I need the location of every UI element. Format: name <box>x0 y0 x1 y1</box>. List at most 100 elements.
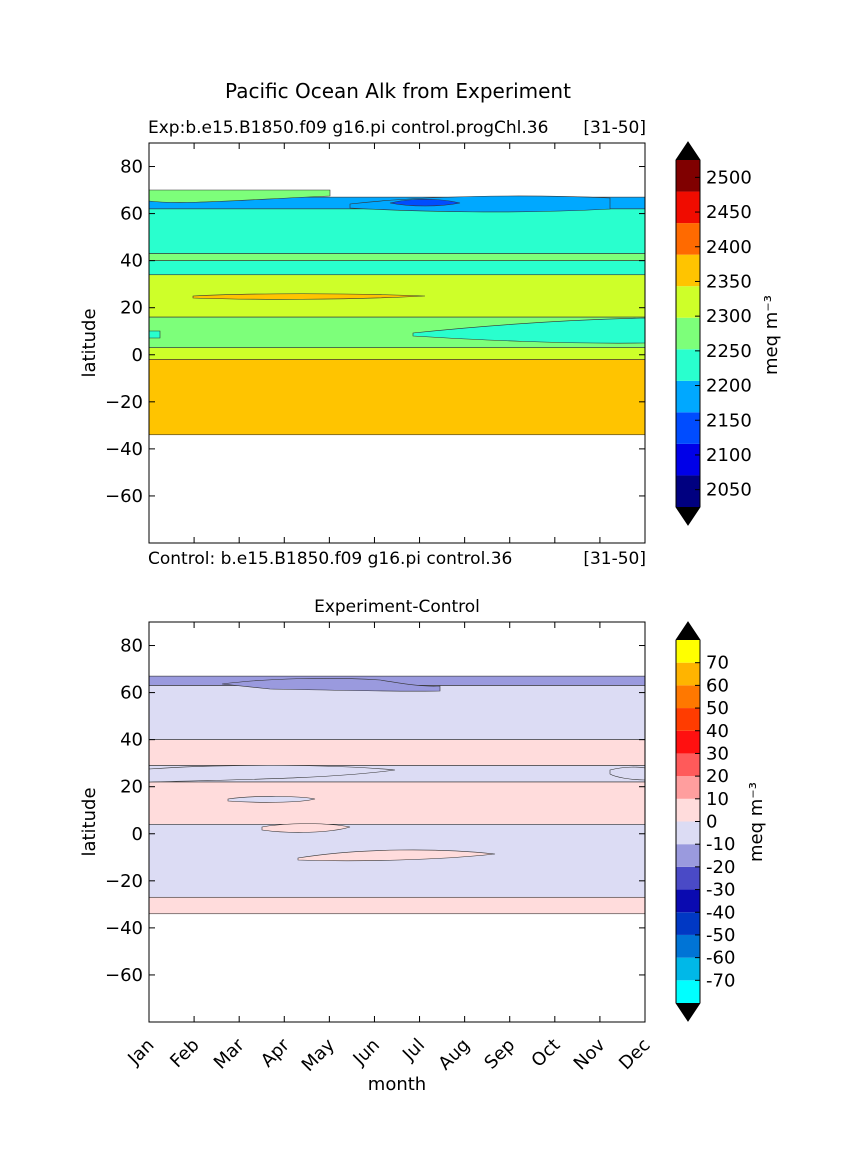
colorbar-tick-label: -10 <box>706 834 735 855</box>
y-tick-label: −40 <box>105 918 143 939</box>
colorbar-tick-label: 2250 <box>706 341 752 362</box>
y-tick-label: −60 <box>105 486 143 507</box>
y-tick-label: 20 <box>120 777 143 798</box>
contour-band <box>148 253 646 261</box>
colorbar-tick-label: 60 <box>706 675 729 696</box>
contour-feature <box>389 198 461 207</box>
y-tick-label: 60 <box>120 204 143 225</box>
colorbar-tick-label: -70 <box>706 970 735 991</box>
contour-band <box>148 347 646 360</box>
colorbar-segment <box>676 844 700 867</box>
colorbar-over-arrow <box>676 142 700 160</box>
colorbar-segment <box>676 866 700 890</box>
colorbar-tick-label: 2200 <box>706 376 752 397</box>
y-tick-label: −60 <box>105 965 143 986</box>
top-panel-right-title: [31-50] <box>583 118 646 138</box>
colorbar-tick-label: 2050 <box>706 480 752 501</box>
colorbar-segment <box>676 191 700 224</box>
colorbar-tick-label: 2450 <box>706 202 752 223</box>
colorbar-tick-label: 2150 <box>706 410 752 431</box>
colorbar-tick-label: 2400 <box>706 237 752 258</box>
x-tick-label: Aug <box>434 1035 474 1075</box>
y-tick-label: −20 <box>105 392 143 413</box>
y-tick-label: 80 <box>120 636 143 657</box>
colorbar-segment <box>676 821 700 845</box>
contour-band <box>148 359 646 436</box>
y-tick-label: 0 <box>132 345 143 366</box>
colorbar-tick-label: -50 <box>706 925 735 946</box>
top-panel: Exp:b.e15.B1850.f09 g16.pi control.progC… <box>79 118 782 569</box>
colorbar-segment <box>676 798 700 822</box>
colorbar-tick-label: 2500 <box>706 167 752 188</box>
top-y-axis-label: latitude <box>79 308 100 377</box>
x-tick-label: Jul <box>398 1035 429 1066</box>
colorbar-tick-label: 0 <box>706 812 717 833</box>
top-y-ticks: 80 60 40 20 0 −20 −40 −60 <box>105 143 646 543</box>
colorbar-tick-label: 70 <box>706 653 729 674</box>
y-tick-label: 40 <box>120 730 143 751</box>
contour-feature <box>297 849 496 862</box>
colorbar-label: meq m⁻³ <box>761 295 782 375</box>
y-tick-label: 0 <box>132 824 143 845</box>
x-tick-label: Feb <box>166 1035 203 1072</box>
contour-band <box>148 739 646 766</box>
colorbar-tick-label: 20 <box>706 766 729 787</box>
top-panel-control-period: [31-50] <box>583 549 646 569</box>
bottom-panel: Experiment-Control 80 60 40 20 0 −20 −40 −60 Ja… <box>79 597 767 1095</box>
colorbar-tick-label: 2100 <box>706 445 752 466</box>
colorbar-tick-label: 50 <box>706 698 729 719</box>
colorbar-segment <box>676 160 700 192</box>
contour-feature <box>148 330 161 339</box>
colorbar-tick-label: 10 <box>706 789 729 810</box>
contour-feature <box>148 189 331 203</box>
colorbar-tick-label: -20 <box>706 857 735 878</box>
contour-feature <box>261 823 351 833</box>
colorbar-segment <box>676 286 700 318</box>
bottom-plot-frame <box>148 621 646 1023</box>
colorbar-segment <box>676 254 700 287</box>
colorbar-tick-label: 2350 <box>706 271 752 292</box>
x-tick-label: Oct <box>527 1035 564 1072</box>
contour-feature <box>148 765 396 783</box>
colorbar-over-arrow <box>676 622 700 640</box>
x-tick-label: Nov <box>570 1034 610 1074</box>
colorbar-segment <box>676 889 700 913</box>
colorbar-segment <box>676 685 700 709</box>
colorbar-under-arrow <box>676 507 700 525</box>
y-tick-label: 80 <box>120 157 143 178</box>
contour-band <box>148 781 646 825</box>
bottom-panel-title: Experiment-Control <box>314 597 480 617</box>
colorbar-segment <box>676 317 700 350</box>
colorbar-outline <box>675 141 701 526</box>
contour-band <box>148 896 646 915</box>
x-tick-label: Sep <box>480 1035 519 1074</box>
colorbar-tick-label: 30 <box>706 743 729 764</box>
contour-feature <box>192 293 426 300</box>
top-panel-control-text: Control: b.e15.B1850.f09 g16.pi control.… <box>148 549 512 569</box>
colorbar-tick-label: 40 <box>706 721 729 742</box>
contour-band <box>148 260 646 276</box>
y-tick-label: 40 <box>120 251 143 272</box>
colorbar-segment <box>676 443 700 476</box>
colorbar-segment <box>676 753 700 777</box>
colorbar-segment <box>676 980 700 1003</box>
colorbar-segment <box>676 380 700 413</box>
bottom-y-ticks: 80 60 40 20 0 −20 −40 −60 <box>105 636 645 986</box>
bottom-y-axis-label: latitude <box>79 787 100 856</box>
colorbar-segment <box>676 349 700 381</box>
x-tick-label: Apr <box>257 1034 294 1071</box>
bottom-contour-fill <box>148 675 646 915</box>
colorbar-outline <box>675 621 701 1022</box>
colorbar-tick-label: -30 <box>706 880 735 901</box>
colorbar-segment <box>676 957 700 981</box>
figure-suptitle: Pacific Ocean Alk from Experiment <box>225 79 571 103</box>
y-tick-label: 60 <box>120 683 143 704</box>
contour-band <box>148 685 646 740</box>
contour-band <box>148 208 646 254</box>
y-tick-label: −40 <box>105 439 143 460</box>
colorbar-segment <box>676 412 700 444</box>
x-tick-label: Mar <box>210 1034 249 1073</box>
colorbar-label: meq m⁻³ <box>746 782 767 862</box>
